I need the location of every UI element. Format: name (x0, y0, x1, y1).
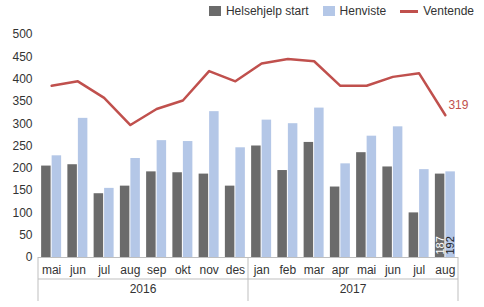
html-text:Ventende: Ventende (423, 4, 474, 18)
svg-text:jun: jun (69, 263, 86, 277)
svg-text:100: 100 (12, 206, 32, 220)
svg-text:50: 50 (19, 228, 33, 242)
svg-text:250: 250 (12, 139, 32, 153)
svg-text:192: 192 (444, 236, 456, 254)
svg-text:des: des (226, 263, 245, 277)
svg-text:aug: aug (120, 263, 140, 277)
svg-text:jan: jan (253, 263, 270, 277)
svg-text:aug: aug (435, 263, 455, 277)
html-text:Henviste: Henviste (339, 4, 387, 18)
svg-text:450: 450 (12, 50, 32, 64)
svg-text:mai: mai (42, 263, 61, 277)
svg-text:apr: apr (332, 263, 349, 277)
svg-text:nov: nov (199, 263, 218, 277)
svg-text:mai: mai (357, 263, 376, 277)
html-text:Helsehjelp start: Helsehjelp start (225, 4, 309, 18)
svg-text:jul: jul (97, 263, 110, 277)
svg-text:187: 187 (433, 236, 446, 255)
svg-text:sep: sep (147, 263, 167, 277)
svg-text:150: 150 (12, 183, 32, 197)
svg-text:jul: jul (412, 263, 425, 277)
svg-text:200: 200 (12, 161, 32, 175)
svg-text:2017: 2017 (340, 282, 367, 296)
svg-text:0: 0 (26, 250, 33, 264)
svg-text:300: 300 (12, 117, 32, 131)
svg-text:319: 319 (448, 98, 468, 112)
svg-text:400: 400 (12, 72, 32, 86)
svg-text:mar: mar (304, 263, 325, 277)
svg-text:2016: 2016 (130, 282, 157, 296)
svg-text:jun: jun (384, 263, 401, 277)
svg-text:350: 350 (12, 94, 32, 108)
svg-text:500: 500 (12, 27, 32, 41)
svg-text:okt: okt (175, 263, 192, 277)
svg-text:feb: feb (280, 263, 297, 277)
